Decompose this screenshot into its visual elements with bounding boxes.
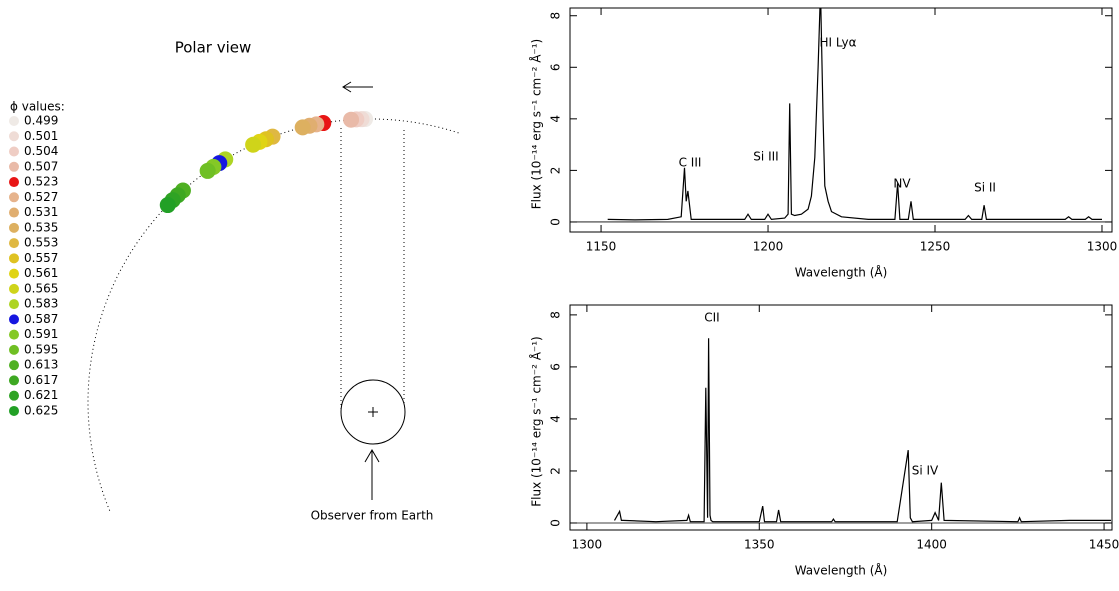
line-annotation: CII [704,311,719,325]
legend-dot [9,344,19,355]
phase-dot [199,162,216,179]
x-tick-label: 1400 [916,538,947,552]
x-tick-label: 1450 [1089,538,1119,552]
phase-dot [343,111,360,128]
y-tick-label: 2 [549,467,563,475]
legend-label: 0.553 [24,236,58,250]
legend-label: 0.531 [24,205,58,219]
legend-title: ϕ values: [10,100,65,114]
legend-label: 0.583 [24,297,58,311]
legend-label: 0.621 [24,388,58,402]
legend-dot [9,207,19,218]
earth-center [368,407,378,417]
legend-dot [9,329,19,340]
polar-title: Polar view [175,39,252,57]
legend-dot [9,405,19,416]
spectrum-line [613,338,1111,523]
legend-label: 0.591 [24,327,58,341]
y-tick-label: 0 [549,519,563,527]
legend-label: 0.527 [24,190,58,204]
legend-label: 0.535 [24,220,58,234]
y-axis-label: Flux (10⁻¹⁴ erg s⁻¹ cm⁻² Å⁻¹) [529,39,544,210]
line-annotation: Si II [974,181,996,195]
legend-dot [9,161,19,172]
plot-frame [569,304,1113,531]
legend-label: 0.507 [24,159,58,173]
legend-dot [9,314,19,325]
legend-dot [9,375,19,386]
phase-dot [159,197,176,214]
y-tick-label: 4 [549,115,563,123]
x-tick-label: 1150 [586,240,617,254]
x-axis-label: Wavelength (Å) [795,265,888,280]
spectrum-line [607,8,1102,221]
legend-label: 0.587 [24,312,58,326]
legend-label: 0.504 [24,144,58,158]
legend-label: 0.501 [24,129,58,143]
orbit [87,118,459,513]
line-annotation: C III [679,156,702,170]
line-annotation: Si III [753,150,778,164]
y-tick-label: 6 [549,363,563,371]
legend-dot [9,222,19,233]
legend-dot [9,131,19,142]
y-tick-label: 6 [549,63,563,71]
legend-label: 0.625 [24,403,58,417]
legend-label: 0.499 [24,114,58,128]
legend-label: 0.613 [24,358,58,372]
x-axis-label: Wavelength (Å) [795,563,888,578]
legend-label: 0.617 [24,373,58,387]
line-annotation: HI Lyα [820,36,857,50]
y-axis-label: Flux (10⁻¹⁴ erg s⁻¹ cm⁻² Å⁻¹) [529,336,544,507]
legend-dot [9,268,19,279]
x-tick-label: 1200 [753,240,784,254]
phase-dot [245,136,262,153]
x-tick-label: 1250 [920,240,951,254]
legend-dot [9,146,19,157]
y-tick-label: 0 [549,218,563,226]
y-tick-label: 8 [549,12,563,20]
line-annotation: NV [893,177,911,191]
phase-dot [294,119,311,136]
observer-arrow [364,449,380,500]
legend-label: 0.523 [24,175,58,189]
y-tick-label: 4 [549,415,563,423]
legend-dot [9,390,19,401]
legend-dot [9,177,19,188]
rotation-arrow [342,81,373,93]
line-annotation: Si IV [912,464,939,478]
y-tick-label: 2 [549,167,563,175]
legend-dot [9,238,19,249]
legend-label: 0.565 [24,281,58,295]
legend-dot [9,299,19,310]
observer-label: Observer from Earth [311,509,434,523]
legend-dot [9,116,19,126]
legend-dot [9,360,19,371]
y-tick-label: 8 [549,311,563,319]
legend-dot [9,283,19,294]
x-tick-label: 1350 [744,538,775,552]
x-tick-label: 1300 [572,538,603,552]
legend-dot [9,192,19,203]
x-tick-label: 1300 [1087,240,1118,254]
legend-label: 0.561 [24,266,58,280]
legend-label: 0.557 [24,251,58,265]
plot-frame [569,7,1113,233]
legend-dot [9,253,19,264]
legend-label: 0.595 [24,342,58,356]
